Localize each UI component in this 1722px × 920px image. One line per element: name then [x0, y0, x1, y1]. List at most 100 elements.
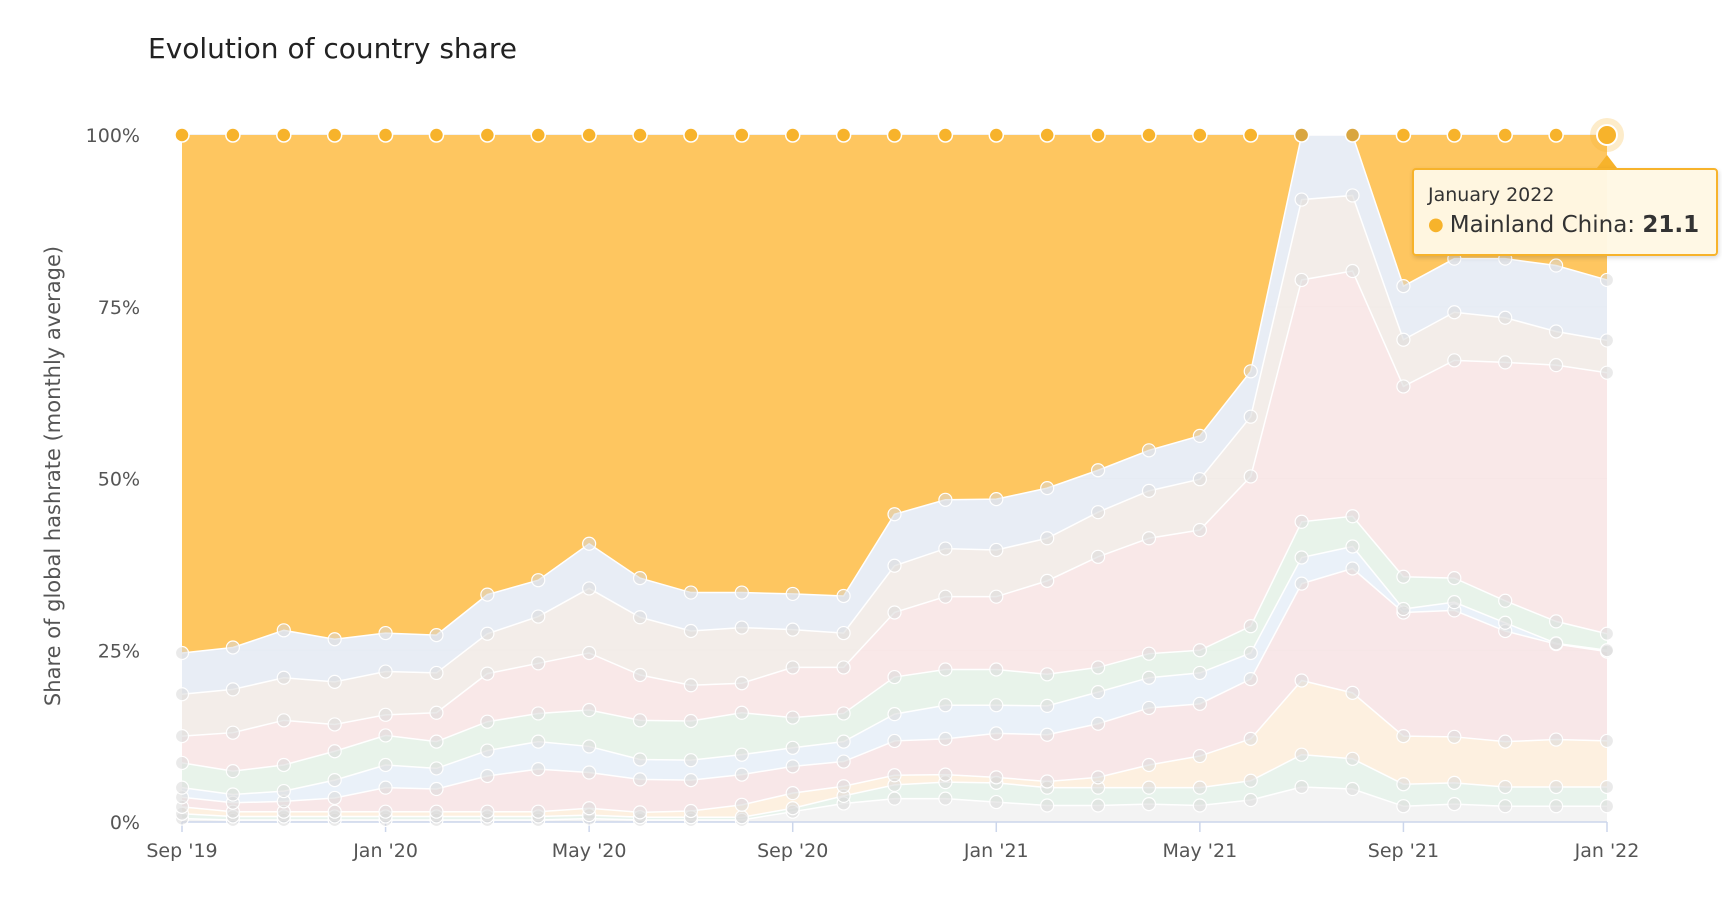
data-point-other: [1294, 673, 1309, 688]
area-other-country: [182, 568, 1607, 813]
data-point-other: [1396, 799, 1411, 814]
data-point-other: [429, 628, 444, 643]
data-point-other: [632, 667, 648, 683]
data-point-other: [1243, 409, 1258, 424]
data-point-other: [1243, 469, 1258, 484]
data-point-other: [887, 558, 902, 573]
data-point-other: [429, 665, 444, 681]
data-point-other: [480, 666, 495, 681]
data-point-other: [1294, 272, 1309, 288]
data-point-other: [582, 739, 597, 754]
data-point-other: [1141, 757, 1157, 773]
data-point-other: [1192, 428, 1207, 444]
data-point-other: [1090, 770, 1106, 785]
data-point-other: [887, 733, 902, 749]
data-point-other: [480, 714, 495, 729]
data-point-other: [378, 804, 393, 819]
data-point-other: [632, 713, 648, 728]
data-point-other: [1498, 779, 1513, 795]
data-point-mainland-china: [479, 127, 496, 143]
data-point-other: [938, 767, 953, 782]
data-point-other: [1599, 626, 1615, 641]
data-point-other: [887, 791, 902, 806]
data-point-other: [1090, 549, 1106, 564]
data-point-mainland-china: [988, 127, 1005, 143]
data-point-other: [734, 797, 749, 812]
data-point-other: [1447, 775, 1462, 790]
data-point-mainland-china: [1344, 127, 1361, 143]
y-tick-label: 25%: [98, 640, 140, 662]
data-point-other: [531, 656, 546, 671]
data-point-other: [1141, 797, 1157, 812]
data-point-other: [785, 660, 800, 675]
data-point-other: [1498, 593, 1513, 608]
data-point-other: [1599, 365, 1615, 380]
data-point-other: [1549, 324, 1564, 339]
data-point-other: [1498, 355, 1513, 370]
data-point-other: [480, 626, 495, 641]
data-point-other: [1243, 364, 1258, 379]
data-point-other: [1090, 685, 1106, 700]
data-point-other: [734, 810, 749, 825]
data-point-other: [174, 645, 190, 661]
data-point-other: [989, 794, 1004, 810]
data-point-other: [327, 717, 342, 732]
data-point-other: [1090, 463, 1106, 478]
data-point-other: [632, 610, 648, 625]
data-point-other: [1040, 531, 1055, 546]
data-point-other: [531, 609, 546, 624]
data-point-other: [480, 768, 495, 784]
data-point-other: [836, 588, 851, 604]
data-point-other: [531, 804, 546, 819]
y-axis-label: Share of global hashrate (monthly averag…: [41, 246, 65, 706]
data-point-other: [785, 586, 800, 602]
data-point-other: [1192, 780, 1207, 795]
data-point-other: [785, 710, 800, 725]
x-tick-label: Sep '20: [757, 840, 828, 862]
data-point-mainland-china: [683, 127, 699, 143]
data-point-other: [1040, 573, 1055, 588]
data-point-other: [1090, 798, 1106, 813]
data-point-mainland-china: [1192, 127, 1208, 143]
data-point-mainland-china: [1039, 127, 1055, 143]
data-point-other: [938, 541, 953, 556]
tooltip: January 2022 ● Mainland China: 21.1: [1412, 168, 1718, 256]
x-tick-label: Jan '21: [963, 840, 1029, 862]
data-point-other: [378, 780, 393, 795]
data-point-mainland-china: [1497, 127, 1513, 143]
chart-title: Evolution of country share: [148, 32, 517, 65]
data-point-other: [1040, 481, 1055, 496]
data-point-other: [1040, 798, 1055, 813]
data-point-other: [174, 729, 190, 744]
data-point-other: [1599, 733, 1615, 749]
data-point-other: [582, 801, 597, 816]
data-point-other: [632, 752, 648, 767]
data-point-other: [1396, 601, 1411, 617]
data-point-other: [938, 589, 953, 604]
tooltip-separator: :: [1627, 212, 1636, 238]
data-point-other: [225, 787, 240, 802]
data-point-other: [276, 783, 291, 799]
data-point-other: [1141, 531, 1157, 546]
data-point-other: [683, 803, 699, 819]
data-point-other: [734, 676, 749, 691]
data-point-other: [1090, 505, 1106, 520]
data-point-other: [429, 761, 444, 776]
data-point-other: [989, 492, 1004, 507]
data-point-mainland-china: [1446, 127, 1463, 143]
tooltip-row: ● Mainland China: 21.1: [1428, 212, 1702, 238]
data-point-other: [1141, 646, 1157, 661]
data-point-other: [1345, 188, 1360, 203]
data-point-other: [1192, 643, 1207, 658]
data-point-other: [1447, 571, 1462, 586]
data-point-other: [785, 801, 800, 816]
data-point-other: [632, 571, 648, 586]
data-point-other: [225, 725, 240, 740]
data-point-other: [989, 542, 1004, 558]
data-point-other: [1294, 514, 1309, 529]
data-point-other: [836, 706, 851, 721]
data-point-other: [938, 492, 953, 507]
data-point-mainland-china: [1090, 127, 1106, 143]
data-point-mainland-china-hover: [1596, 124, 1618, 146]
data-point-other: [1447, 729, 1462, 744]
